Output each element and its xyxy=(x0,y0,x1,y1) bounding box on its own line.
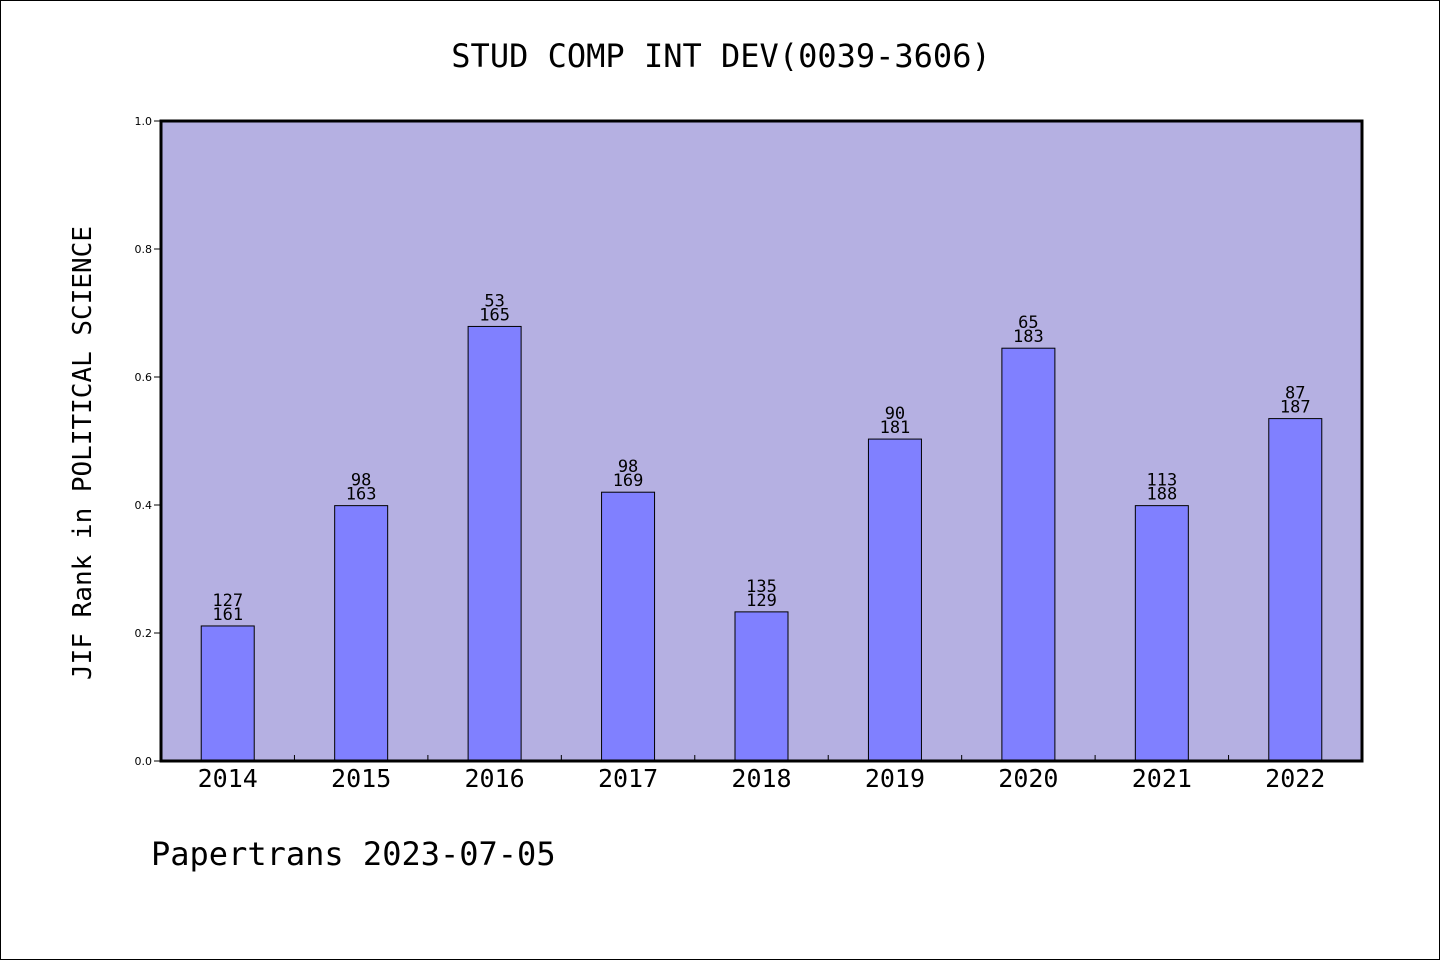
bar-2014 xyxy=(200,625,255,762)
bar-total-label-2020: 183 xyxy=(1013,327,1044,347)
bar-rank-label-2015: 98 xyxy=(351,471,371,491)
y-tick-label-0.4: 0.4 xyxy=(135,499,153,512)
bar-2021 xyxy=(1134,505,1189,762)
bar-2022 xyxy=(1268,418,1323,762)
x-tick-label-2018: 2018 xyxy=(731,764,791,793)
bar-rank-label-2016: 53 xyxy=(484,291,504,311)
y-ticks-group: 0.0 0.2 0.4 0.6 0.8 1.0 xyxy=(135,115,161,768)
y-tick-label-0.0: 0.0 xyxy=(135,755,153,768)
bars-group xyxy=(200,325,1323,762)
x-tick-label-2017: 2017 xyxy=(598,764,658,793)
bar-rank-label-2019: 90 xyxy=(885,404,905,424)
y-tick-label-0.2: 0.2 xyxy=(135,627,153,640)
y-tick-label-1.0: 1.0 xyxy=(135,115,153,128)
x-tick-label-2022: 2022 xyxy=(1265,764,1325,793)
y-axis-label: JIF Rank in POLITICAL SCIENCE xyxy=(68,226,98,680)
x-tick-label-2021: 2021 xyxy=(1132,764,1192,793)
bar-2020 xyxy=(1001,347,1056,762)
bar-total-label-2018: 129 xyxy=(746,591,777,611)
chart-title: STUD COMP INT DEV(0039-3606) xyxy=(451,37,990,75)
bar-total-label-2016: 165 xyxy=(479,305,510,325)
bar-2015 xyxy=(334,505,389,762)
bar-total-label-2022: 187 xyxy=(1280,398,1311,418)
bar-total-label-2017: 169 xyxy=(613,471,644,491)
x-ticks-group: 2014 2015 2016 2017 2018 2019 2020 2021 2022 xyxy=(198,755,1325,793)
x-tick-label-2014: 2014 xyxy=(198,764,258,793)
bar-rank-label-2022: 87 xyxy=(1285,384,1305,404)
y-tick-label-0.8: 0.8 xyxy=(135,243,153,256)
bar-2016 xyxy=(467,325,522,762)
x-tick-label-2020: 2020 xyxy=(998,764,1058,793)
x-tick-label-2019: 2019 xyxy=(865,764,925,793)
footer-source-date: Papertrans 2023-07-05 xyxy=(151,835,556,873)
bar-total-label-2021: 188 xyxy=(1146,485,1177,505)
x-tick-label-2016: 2016 xyxy=(465,764,525,793)
bar-total-label-2019: 181 xyxy=(880,418,911,438)
plot-border xyxy=(159,119,1364,763)
bar-total-label-2014: 161 xyxy=(212,605,243,625)
bar-2019 xyxy=(867,438,922,762)
bar-total-label-2015: 163 xyxy=(346,485,377,505)
bar-rank-label-2018: 135 xyxy=(746,577,777,597)
bar-rank-label-2021: 113 xyxy=(1146,471,1177,491)
bar-rank-label-2017: 98 xyxy=(618,457,638,477)
bar-2018 xyxy=(734,611,789,762)
bar-2017 xyxy=(601,491,656,762)
bar-labels-group: 1271619816353165981691351299018165183113… xyxy=(212,291,1310,625)
x-tick-label-2015: 2015 xyxy=(331,764,391,793)
bar-rank-label-2020: 65 xyxy=(1018,313,1038,333)
bar-rank-label-2014: 127 xyxy=(212,591,243,611)
y-tick-label-0.6: 0.6 xyxy=(135,371,153,384)
